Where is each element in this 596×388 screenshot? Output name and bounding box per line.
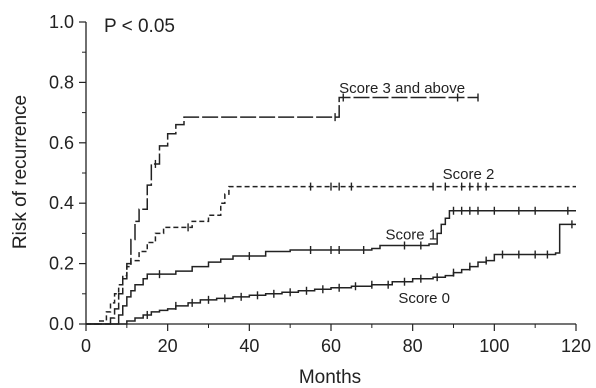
series-score-2 — [86, 182, 576, 325]
series-label-score-2: Score 2 — [443, 166, 495, 183]
series-score-1 — [86, 206, 576, 325]
y-tick-label: 0.6 — [49, 133, 74, 153]
x-tick-label: 100 — [479, 336, 509, 356]
series-line-score-3-and-above — [86, 96, 478, 325]
y-tick-label: 0.2 — [49, 254, 74, 274]
series-layer: Score 3 and above Score 2 Score 1 Score 0 — [86, 80, 576, 325]
p-value-annotation: P < 0.05 — [104, 16, 175, 37]
axes: 0 20 40 60 80 100 120 0.0 0.2 0.4 0.6 0.8 1.0 — [49, 12, 591, 356]
x-tick-label: 40 — [239, 336, 259, 356]
x-tick-label: 0 — [81, 336, 91, 356]
series-label-score-1: Score 1 — [385, 226, 437, 243]
y-tick-label: 0.4 — [49, 193, 74, 213]
series-label-score-3-and-above: Score 3 and above — [339, 80, 465, 97]
x-tick-label: 120 — [561, 336, 591, 356]
x-axis-title: Months — [299, 367, 361, 388]
x-tick-label: 80 — [403, 336, 423, 356]
x-tick-label: 60 — [321, 336, 341, 356]
y-axis-title: Risk of recurrence — [10, 95, 31, 249]
x-tick-label: 20 — [158, 336, 178, 356]
series-line-score-2 — [86, 185, 576, 325]
series-score-3-and-above — [86, 93, 479, 325]
y-tick-label: 0.0 — [49, 314, 74, 334]
series-line-score-1 — [86, 210, 576, 325]
y-tick-label: 0.8 — [49, 72, 74, 92]
series-score-0 — [86, 220, 576, 325]
series-line-score-0 — [86, 223, 576, 325]
y-tick-label: 1.0 — [49, 12, 74, 32]
series-label-score-0: Score 0 — [398, 290, 450, 307]
labels-layer: P < 0.05 Months Risk of recurrence — [10, 16, 361, 388]
